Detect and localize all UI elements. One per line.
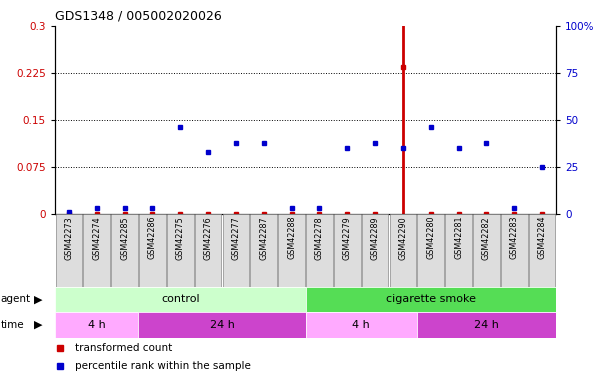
Bar: [362, 214, 389, 286]
Text: GSM42289: GSM42289: [371, 216, 379, 260]
Text: GSM42282: GSM42282: [482, 216, 491, 260]
Text: GSM42281: GSM42281: [454, 216, 463, 260]
Bar: [251, 214, 277, 286]
Bar: [139, 214, 166, 286]
Text: 24 h: 24 h: [210, 320, 235, 330]
Text: GSM42287: GSM42287: [259, 216, 268, 260]
Bar: [306, 286, 556, 312]
Bar: [501, 214, 528, 286]
Text: control: control: [161, 294, 200, 304]
Text: 4 h: 4 h: [88, 320, 106, 330]
Text: 24 h: 24 h: [474, 320, 499, 330]
Bar: [529, 214, 555, 286]
Bar: [306, 312, 417, 338]
Text: GSM42279: GSM42279: [343, 216, 352, 260]
Text: transformed count: transformed count: [75, 343, 172, 353]
Bar: [55, 312, 139, 338]
Bar: [417, 312, 556, 338]
Text: GSM42283: GSM42283: [510, 216, 519, 260]
Text: cigarette smoke: cigarette smoke: [386, 294, 476, 304]
Text: GSM42285: GSM42285: [120, 216, 129, 260]
Bar: [167, 214, 194, 286]
Text: 4 h: 4 h: [353, 320, 370, 330]
Bar: [445, 214, 472, 286]
Bar: [139, 312, 306, 338]
Bar: [195, 214, 221, 286]
Text: GSM42288: GSM42288: [287, 216, 296, 260]
Text: GSM42275: GSM42275: [176, 216, 185, 260]
Text: agent: agent: [1, 294, 31, 304]
Text: time: time: [1, 320, 24, 330]
Bar: [55, 286, 306, 312]
Text: GSM42276: GSM42276: [203, 216, 213, 260]
Text: ▶: ▶: [34, 320, 42, 330]
Text: GSM42274: GSM42274: [92, 216, 101, 260]
Text: GDS1348 / 005002020026: GDS1348 / 005002020026: [55, 9, 222, 22]
Bar: [417, 214, 444, 286]
Bar: [222, 214, 249, 286]
Bar: [334, 214, 360, 286]
Text: GSM42277: GSM42277: [232, 216, 240, 260]
Text: GSM42286: GSM42286: [148, 216, 157, 260]
Bar: [56, 214, 82, 286]
Bar: [111, 214, 138, 286]
Bar: [278, 214, 305, 286]
Text: GSM42278: GSM42278: [315, 216, 324, 260]
Text: percentile rank within the sample: percentile rank within the sample: [75, 361, 251, 370]
Text: GSM42280: GSM42280: [426, 216, 435, 260]
Text: GSM42290: GSM42290: [398, 216, 408, 260]
Bar: [306, 214, 333, 286]
Bar: [83, 214, 110, 286]
Bar: [473, 214, 500, 286]
Text: GSM42284: GSM42284: [538, 216, 547, 260]
Text: ▶: ▶: [34, 294, 42, 304]
Bar: [390, 214, 416, 286]
Text: GSM42273: GSM42273: [64, 216, 73, 260]
